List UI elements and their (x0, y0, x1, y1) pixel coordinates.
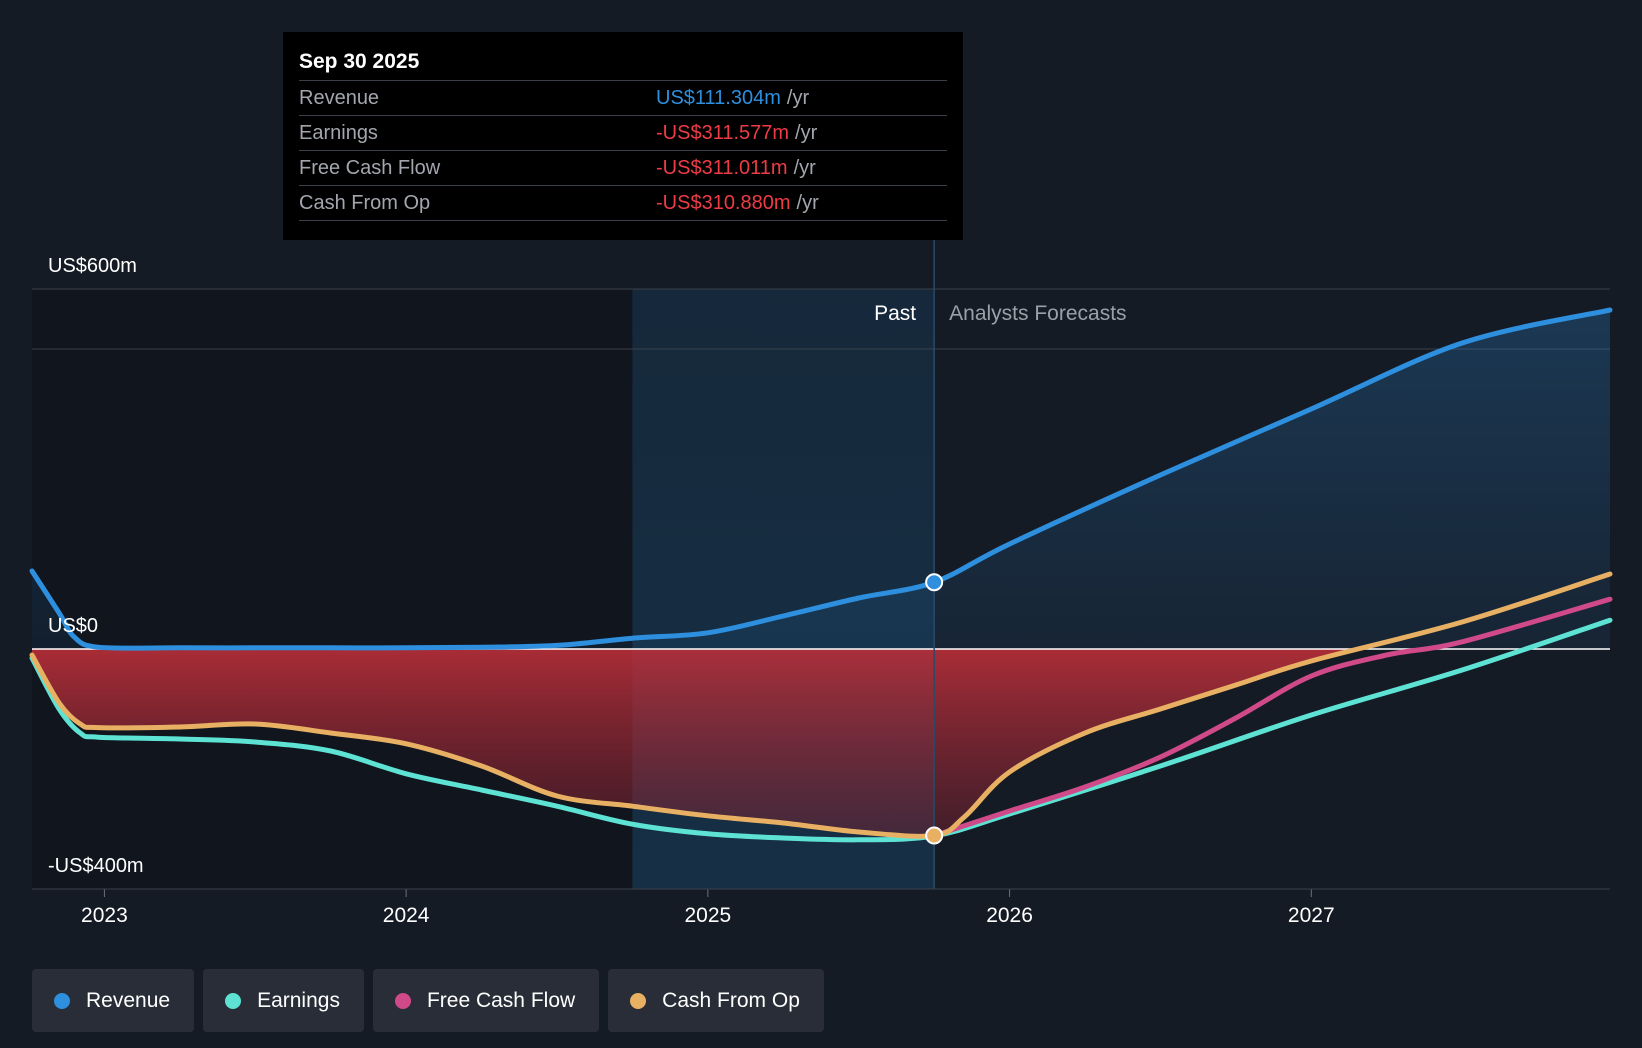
tooltip-row-revenue: Revenue US$111.304m /yr (299, 81, 947, 116)
revenue-dot-icon (54, 992, 70, 1009)
y-tick-label: -US$400m (48, 855, 144, 877)
tooltip-label: Free Cash Flow (299, 157, 441, 179)
tooltip-value: US$111.304m (656, 87, 781, 109)
legend-label: Free Cash Flow (426, 988, 576, 1012)
tooltip-unit: /yr (793, 157, 816, 179)
tooltip-date: Sep 30 2025 (299, 44, 947, 81)
x-tick-label: 2027 (1288, 904, 1335, 927)
revenue-marker (925, 573, 944, 592)
tooltip-row-earnings: Earnings -US$311.577m /yr (299, 116, 947, 151)
revenue-line (29, 307, 1613, 651)
tooltip-value: -US$311.011m (656, 157, 788, 179)
chart-legend: Revenue Earnings Free Cash Flow Cash Fro… (32, 969, 824, 1032)
cash-from-op-marker (925, 826, 944, 845)
past-shade-region (32, 289, 633, 889)
legend-label: Revenue (86, 988, 171, 1012)
cash-from-op-line (29, 571, 1613, 839)
legend-item-earnings[interactable]: Earnings (203, 969, 364, 1032)
free-cash-flow-line (931, 596, 1613, 839)
tooltip-label: Earnings (299, 122, 378, 144)
legend-item-revenue[interactable]: Revenue (32, 969, 195, 1032)
earnings-line (29, 617, 1613, 843)
tooltip-row-free-cash-flow: Free Cash Flow -US$311.011m /yr (299, 151, 947, 186)
forecast-label: Analysts Forecasts (949, 302, 1126, 325)
x-tick-label: 2025 (684, 904, 731, 927)
tooltip-label: Cash From Op (299, 192, 431, 214)
legend-label: Cash From Op (662, 988, 800, 1012)
y-tick-label: US$600m (48, 255, 137, 277)
tooltip-unit: /yr (796, 192, 819, 214)
x-tick-label: 2023 (81, 904, 128, 927)
negative-area (32, 649, 1348, 837)
revenue-area (32, 310, 1610, 649)
free-cash-flow-dot-icon (394, 992, 411, 1009)
tooltip-unit: /yr (795, 122, 818, 144)
tooltip-row-cash-from-op: Cash From Op -US$310.880m /yr (299, 186, 947, 221)
cash-from-op-dot-icon (630, 992, 647, 1009)
earnings-dot-icon (225, 992, 242, 1009)
tooltip-value: -US$311.577m (656, 122, 790, 144)
past-label: Past (874, 302, 916, 325)
hover-tooltip: Sep 30 2025 Revenue US$111.304m /yr Earn… (283, 32, 963, 240)
legend-item-cash-from-op[interactable]: Cash From Op (608, 969, 824, 1032)
legend-label: Earnings (257, 988, 340, 1012)
x-tick-label: 2024 (383, 904, 430, 927)
tooltip-label: Revenue (299, 87, 380, 109)
legend-item-free-cash-flow[interactable]: Free Cash Flow (372, 969, 600, 1032)
tooltip-unit: /yr (786, 87, 810, 109)
x-tick-label: 2026 (986, 904, 1033, 927)
y-tick-label: US$0 (48, 615, 98, 637)
tooltip-value: -US$310.880m (656, 192, 791, 214)
